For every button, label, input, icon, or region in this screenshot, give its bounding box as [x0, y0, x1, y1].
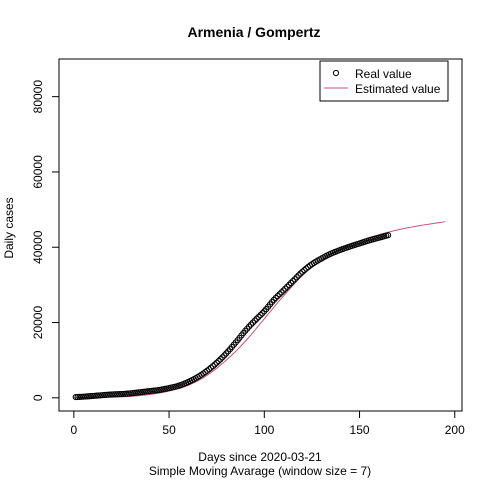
real-value-point — [276, 291, 283, 298]
real-value-point — [285, 281, 293, 288]
real-value-point — [249, 319, 256, 326]
real-value-point — [253, 315, 260, 322]
real-value-point — [209, 363, 216, 370]
real-value-point — [97, 392, 104, 399]
real-value-point — [259, 310, 266, 317]
real-value-point — [270, 296, 277, 304]
x-tick-label: 0 — [71, 423, 78, 437]
real-value-point — [280, 287, 287, 294]
real-value-point — [106, 391, 114, 398]
real-value-point — [295, 272, 302, 279]
legend-estimated-value-label: Estimated value — [355, 82, 441, 96]
real-value-point — [205, 366, 213, 373]
real-value-point — [274, 292, 281, 300]
y-axis: 0 20000 40000 60000 80000 — [31, 80, 60, 401]
real-value-point — [89, 392, 97, 400]
legend: Real value Estimated value — [319, 60, 449, 102]
real-value-point — [82, 393, 89, 400]
real-value-point — [287, 279, 295, 287]
y-tick-label: 0 — [31, 394, 45, 401]
x-axis-label: Days since 2020-03-21 — [198, 450, 322, 464]
real-value-point — [251, 317, 258, 324]
real-value-point — [293, 274, 300, 281]
real-value-point — [95, 392, 102, 399]
real-value-point — [76, 393, 83, 400]
real-value-point — [78, 393, 85, 400]
real-value-point — [80, 393, 87, 400]
real-value-point — [105, 391, 112, 398]
real-value-point — [282, 285, 289, 292]
real-value-point — [245, 323, 253, 330]
real-value-point — [257, 312, 264, 319]
y-tick-label: 20000 — [31, 306, 45, 340]
real-value-point — [284, 283, 291, 290]
real-value-series — [72, 232, 392, 401]
legend-real-value-marker — [332, 69, 340, 77]
y-tick-label: 60000 — [31, 155, 45, 189]
y-tick-label: 80000 — [31, 80, 45, 114]
real-value-point — [272, 294, 279, 302]
x-tick-label: 100 — [254, 423, 274, 437]
y-axis-label: Daily cases — [2, 197, 16, 258]
real-value-point — [84, 393, 91, 400]
real-value-point — [118, 390, 125, 398]
real-value-point — [72, 393, 79, 401]
real-value-point — [91, 392, 98, 399]
real-value-point — [255, 313, 262, 321]
real-value-point — [217, 356, 224, 363]
real-value-point — [221, 352, 228, 359]
real-value-point — [291, 276, 298, 283]
real-value-point — [247, 321, 255, 328]
real-value-point — [207, 364, 215, 371]
real-value-point — [120, 390, 127, 398]
x-tick-label: 50 — [162, 423, 176, 437]
x-axis: 0 50 100 150 200 — [71, 410, 465, 437]
legend-real-value-label: Real value — [355, 67, 412, 81]
real-value-point — [289, 278, 296, 285]
real-value-point — [215, 357, 222, 365]
real-value-point — [213, 359, 220, 366]
legend-box — [319, 60, 449, 102]
x-tick-label: 200 — [445, 423, 465, 437]
chart-subtitle: Simple Moving Avarage (window size = 7) — [149, 464, 371, 478]
y-tick-label: 40000 — [31, 230, 45, 264]
real-value-point — [297, 270, 304, 277]
real-value-point — [301, 266, 308, 274]
real-value-point — [116, 391, 123, 398]
real-value-point — [122, 390, 129, 397]
real-value-point — [385, 232, 392, 239]
real-value-point — [211, 361, 218, 368]
real-value-point — [112, 391, 119, 398]
chart-title: Armenia / Gompertz — [187, 24, 320, 40]
real-value-point — [108, 391, 116, 398]
real-value-point — [93, 392, 100, 399]
real-value-point — [114, 391, 121, 398]
real-value-point — [303, 265, 310, 272]
real-value-point — [278, 289, 285, 296]
x-tick-label: 150 — [350, 423, 370, 437]
real-value-point — [74, 393, 81, 401]
real-value-point — [110, 391, 117, 398]
real-value-point — [299, 268, 306, 275]
real-value-point — [219, 354, 226, 361]
